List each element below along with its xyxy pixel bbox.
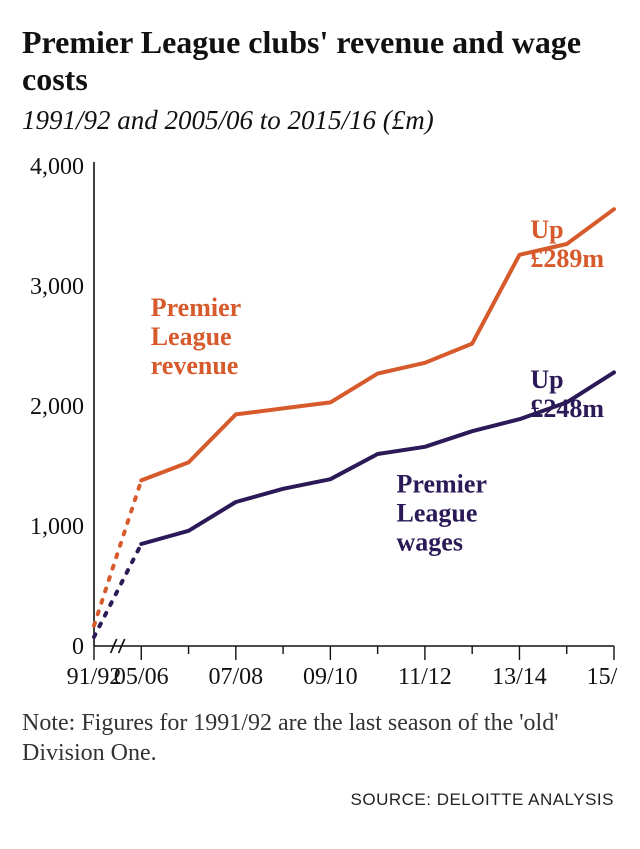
svg-text:09/10: 09/10 xyxy=(303,664,358,690)
line-chart: 01,0002,0003,0004,00091/9205/0607/0809/1… xyxy=(22,154,618,694)
svg-text:£289m: £289m xyxy=(530,244,604,273)
svg-text:4,000: 4,000 xyxy=(30,154,84,180)
svg-text:Up: Up xyxy=(530,215,563,244)
svg-text:League: League xyxy=(397,499,478,528)
svg-text:Premier: Premier xyxy=(397,469,487,498)
chart-note: Note: Figures for 1991/92 are the last s… xyxy=(22,708,618,768)
svg-text:revenue: revenue xyxy=(151,351,239,380)
chart-subtitle: 1991/92 and 2005/06 to 2015/16 (£m) xyxy=(22,104,618,136)
svg-text:13/14: 13/14 xyxy=(492,664,547,690)
svg-text:wages: wages xyxy=(397,528,463,557)
svg-text:2,000: 2,000 xyxy=(30,394,84,420)
chart-area: 01,0002,0003,0004,00091/9205/0607/0809/1… xyxy=(22,154,618,694)
svg-text:Up: Up xyxy=(530,365,563,394)
chart-title: Premier League clubs' revenue and wage c… xyxy=(22,24,618,98)
svg-text:Premier: Premier xyxy=(151,293,241,322)
svg-text:League: League xyxy=(151,322,232,351)
svg-text:07/08: 07/08 xyxy=(208,664,263,690)
chart-source: SOURCE: DELOITTE ANALYSIS xyxy=(22,790,618,810)
svg-text:11/12: 11/12 xyxy=(398,664,452,690)
svg-text:15/16: 15/16 xyxy=(587,664,618,690)
svg-text:05/06: 05/06 xyxy=(114,664,169,690)
svg-text:1,000: 1,000 xyxy=(30,514,84,540)
svg-text:3,000: 3,000 xyxy=(30,274,84,300)
svg-text:£248m: £248m xyxy=(530,394,604,423)
svg-text:0: 0 xyxy=(72,634,84,660)
